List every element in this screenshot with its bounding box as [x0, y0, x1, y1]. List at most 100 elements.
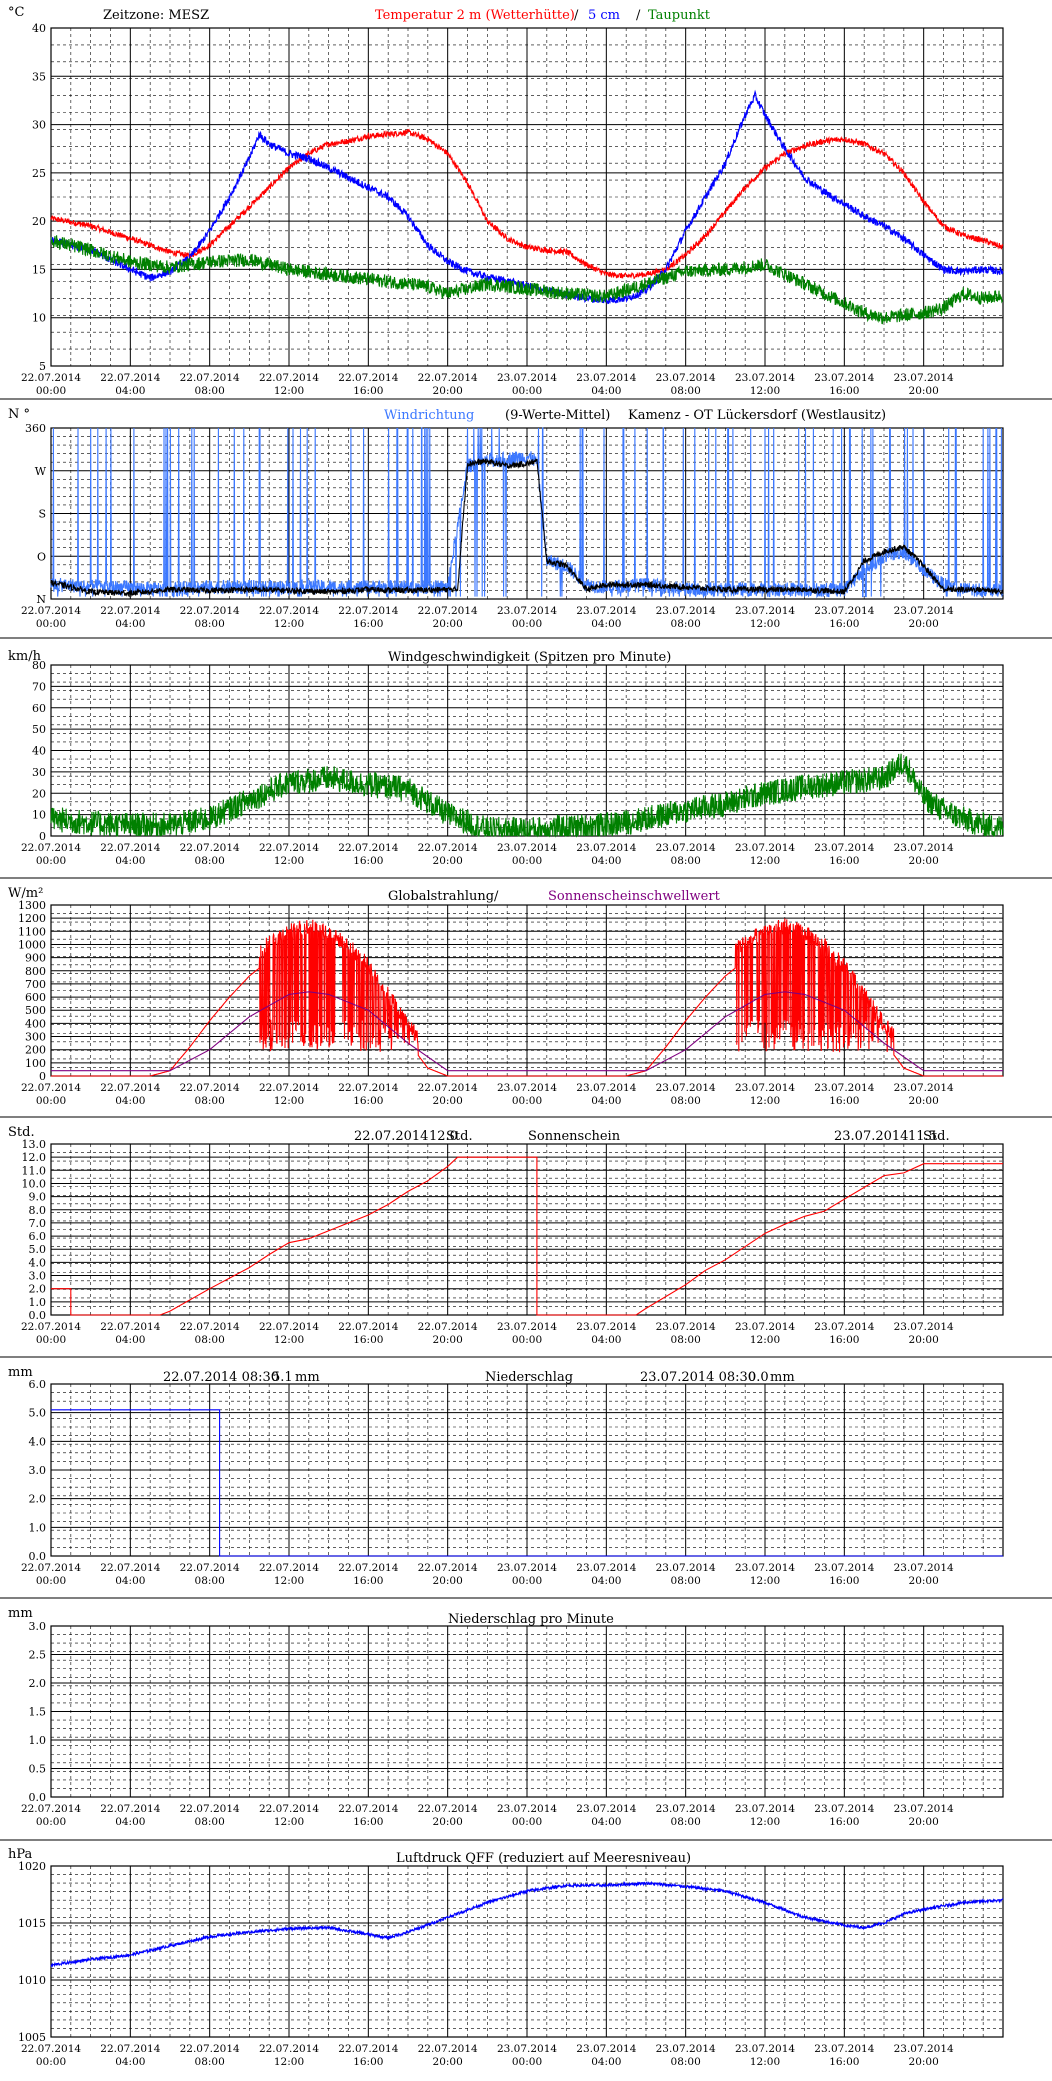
- y-tick-label: 0.0: [29, 1309, 47, 1322]
- x-tick-date: 23.07.2014: [576, 1082, 636, 1094]
- x-tick-time: 20:00: [433, 1095, 463, 1107]
- x-tick-time: 20:00: [909, 1816, 939, 1828]
- x-tick-time: 12:00: [274, 1334, 304, 1346]
- x-tick-date: 23.07.2014: [576, 605, 636, 617]
- x-tick-date: 23.07.2014: [497, 1082, 557, 1094]
- y-tick-label: 4.0: [29, 1435, 47, 1448]
- x-tick-date: 23.07.2014: [735, 2043, 795, 2055]
- chart-title-part: Zeitzone: MESZ: [103, 8, 209, 23]
- x-tick-time: 00:00: [512, 1095, 542, 1107]
- y-axis-unit: mm: [8, 1365, 33, 1380]
- x-tick-time: 08:00: [671, 855, 701, 867]
- x-tick-time: 12:00: [750, 1816, 780, 1828]
- y-tick-label: 15: [32, 263, 46, 276]
- x-tick-date: 22.07.2014: [338, 842, 398, 854]
- x-tick-time: 04:00: [115, 1575, 145, 1587]
- y-tick-label: 5.0: [29, 1243, 47, 1256]
- x-tick-time: 00:00: [512, 1816, 542, 1828]
- x-tick-date: 23.07.2014: [735, 605, 795, 617]
- x-tick-date: 23.07.2014: [894, 605, 954, 617]
- x-tick-time: 20:00: [909, 618, 939, 630]
- x-tick-date: 22.07.2014: [259, 605, 319, 617]
- x-tick-date: 23.07.2014: [894, 1321, 954, 1333]
- series-line-niederschlag: [51, 1409, 1003, 1557]
- x-tick-time: 16:00: [829, 618, 859, 630]
- y-tick-label: 1010: [18, 1974, 46, 1987]
- x-tick-date: 22.07.2014: [259, 1082, 319, 1094]
- y-tick-label: O: [37, 550, 46, 563]
- x-tick-time: 20:00: [433, 1816, 463, 1828]
- y-tick-label: 300: [25, 1031, 46, 1044]
- y-tick-label: 4.0: [29, 1256, 47, 1269]
- x-tick-date: 22.07.2014: [338, 1562, 398, 1574]
- chart-title-part: Taupunkt: [648, 8, 711, 23]
- x-tick-time: 12:00: [274, 1816, 304, 1828]
- x-tick-date: 23.07.2014: [735, 1082, 795, 1094]
- chart-title-part: Windrichtung: [384, 408, 474, 423]
- y-tick-label: 0.0: [29, 1550, 47, 1563]
- x-tick-date: 22.07.2014: [180, 1562, 240, 1574]
- y-tick-label: 0.5: [29, 1763, 47, 1776]
- x-tick-time: 04:00: [591, 1095, 621, 1107]
- x-tick-date: 23.07.2014: [894, 1803, 954, 1815]
- x-tick-time: 12:00: [274, 385, 304, 397]
- x-tick-date: 23.07.2014: [576, 1803, 636, 1815]
- y-tick-label: 40: [32, 22, 46, 35]
- x-tick-date: 23.07.2014: [894, 2043, 954, 2055]
- y-tick-label: 1300: [18, 899, 46, 912]
- x-tick-time: 08:00: [195, 2056, 225, 2068]
- x-tick-date: 23.07.2014: [735, 842, 795, 854]
- x-tick-date: 22.07.2014: [418, 1803, 478, 1815]
- y-tick-label: 10.0: [22, 1177, 47, 1190]
- y-tick-label: 40: [32, 745, 46, 758]
- chart-title-part: Globalstrahlung/: [388, 889, 499, 904]
- x-tick-date: 23.07.2014: [814, 1803, 874, 1815]
- y-tick-label: 10: [32, 809, 46, 822]
- chart-temperature: 510152025303540°C22.07.201400:0022.07.20…: [0, 5, 1052, 400]
- x-tick-date: 22.07.2014: [338, 2043, 398, 2055]
- y-tick-label: 8.0: [29, 1204, 47, 1217]
- x-tick-date: 23.07.2014: [656, 842, 716, 854]
- chart-title-part: 23.07.2014 08:30: [640, 1370, 756, 1385]
- chart-sunshine: 0.01.02.03.04.05.06.07.08.09.010.011.012…: [0, 1125, 1052, 1358]
- y-tick-label: 25: [32, 167, 46, 180]
- x-tick-date: 22.07.2014: [259, 1562, 319, 1574]
- x-tick-date: 22.07.2014: [21, 605, 81, 617]
- x-tick-time: 08:00: [671, 1095, 701, 1107]
- x-tick-date: 23.07.2014: [814, 2043, 874, 2055]
- x-tick-time: 04:00: [115, 385, 145, 397]
- x-tick-date: 23.07.2014: [497, 1321, 557, 1333]
- series-line-taupunkt: [50, 235, 1004, 325]
- x-tick-date: 22.07.2014: [418, 372, 478, 384]
- x-tick-date: 23.07.2014: [814, 1321, 874, 1333]
- y-tick-label: 30: [32, 119, 46, 132]
- chart-wind_speed: 01020304050607080km/h22.07.201400:0022.0…: [0, 649, 1052, 879]
- y-tick-label: 600: [25, 991, 46, 1004]
- x-tick-time: 16:00: [353, 385, 383, 397]
- x-tick-time: 12:00: [750, 385, 780, 397]
- x-tick-time: 12:00: [274, 1575, 304, 1587]
- x-tick-time: 04:00: [591, 1575, 621, 1587]
- x-tick-time: 08:00: [671, 385, 701, 397]
- y-tick-label: 1200: [18, 912, 46, 925]
- chart-title-part: (9-Werte-Mittel): [505, 408, 610, 423]
- x-tick-date: 22.07.2014: [21, 1803, 81, 1815]
- y-tick-label: W: [35, 465, 47, 478]
- x-tick-time: 08:00: [195, 855, 225, 867]
- x-tick-time: 04:00: [591, 385, 621, 397]
- x-tick-time: 08:00: [195, 618, 225, 630]
- chart-title-part: Luftdruck QFF (reduziert auf Meeresnivea…: [396, 1851, 691, 1866]
- x-tick-time: 12:00: [750, 1334, 780, 1346]
- x-tick-date: 22.07.2014: [100, 372, 160, 384]
- x-tick-time: 00:00: [512, 855, 542, 867]
- series-line-luftdruck-qff: [50, 1880, 1004, 1968]
- plot-frame: [50, 427, 1004, 600]
- chart-title-part: Niederschlag pro Minute: [448, 1612, 614, 1627]
- y-tick-label: 1100: [18, 925, 46, 938]
- x-tick-date: 23.07.2014: [814, 842, 874, 854]
- x-tick-date: 23.07.2014: [656, 1082, 716, 1094]
- x-tick-time: 16:00: [353, 1095, 383, 1107]
- x-tick-time: 16:00: [829, 855, 859, 867]
- x-tick-date: 23.07.2014: [576, 1321, 636, 1333]
- x-tick-time: 16:00: [353, 618, 383, 630]
